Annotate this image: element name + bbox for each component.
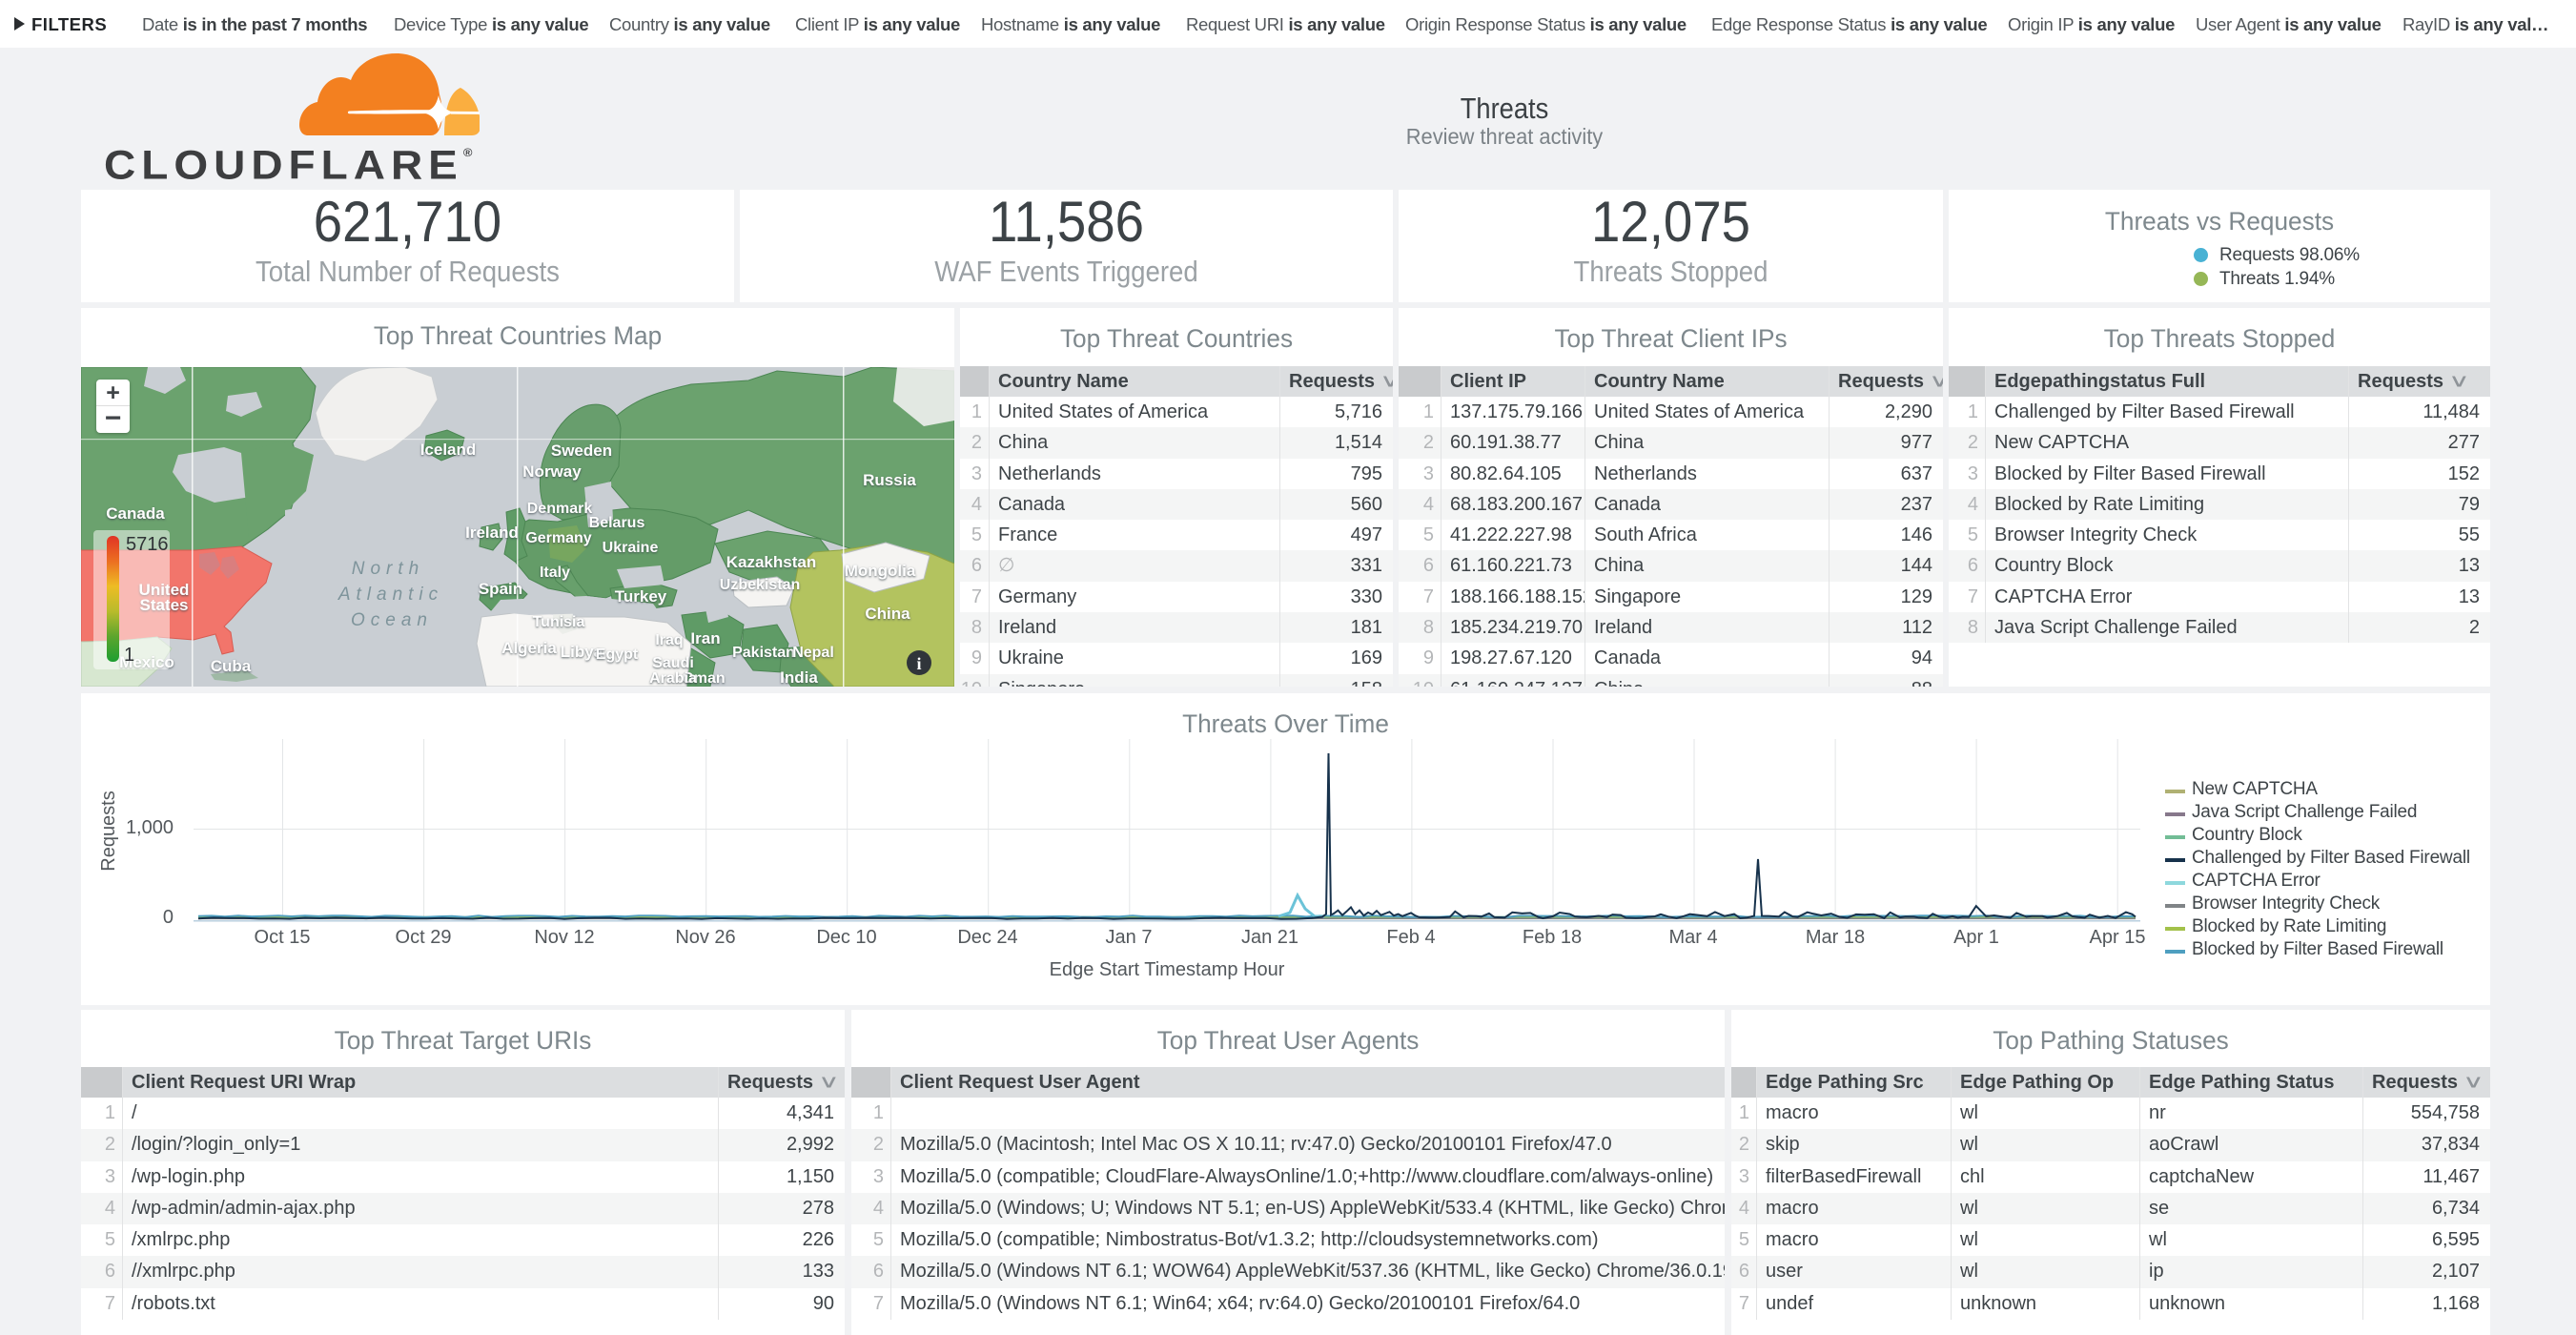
svg-text:Saudi: Saudi [652,655,694,671]
svg-text:Tunisia: Tunisia [533,614,585,630]
svg-text:i: i [916,654,921,673]
svg-text:Oman: Oman [682,670,725,687]
svg-text:Libya: Libya [561,643,603,661]
svg-text:Spain: Spain [479,580,522,598]
svg-text:Iran: Iran [690,629,720,647]
svg-text:India: India [780,668,818,687]
svg-text:Sweden: Sweden [551,442,612,460]
svg-text:Belarus: Belarus [589,515,645,531]
svg-text:Arabia: Arabia [649,670,697,687]
svg-text:Nepal: Nepal [792,645,834,661]
svg-text:Algeria: Algeria [501,639,557,657]
svg-text:Uzbekistan: Uzbekistan [720,577,800,593]
svg-text:Ireland: Ireland [465,524,519,542]
svg-text:Denmark: Denmark [527,501,593,517]
svg-text:Turkey: Turkey [615,587,667,606]
svg-text:Ocean: Ocean [351,610,433,630]
svg-text:Egypt: Egypt [596,647,639,663]
svg-text:Germany: Germany [525,530,591,546]
svg-text:North: North [352,559,424,579]
svg-text:Italy: Italy [540,565,570,581]
svg-text:Kazakhstan: Kazakhstan [726,553,816,571]
svg-text:Pakistan: Pakistan [732,645,795,661]
svg-text:Iraq: Iraq [655,632,683,648]
svg-text:Cuba: Cuba [211,657,252,675]
svg-text:Norway: Norway [522,462,582,481]
svg-text:China: China [865,605,910,623]
svg-text:Russia: Russia [863,471,916,489]
svg-text:Ukraine: Ukraine [603,540,659,556]
svg-text:Mongolia: Mongolia [845,562,916,580]
svg-text:Atlantic: Atlantic [337,585,443,605]
svg-text:Iceland: Iceland [420,441,477,459]
svg-text:Canada: Canada [106,504,165,523]
